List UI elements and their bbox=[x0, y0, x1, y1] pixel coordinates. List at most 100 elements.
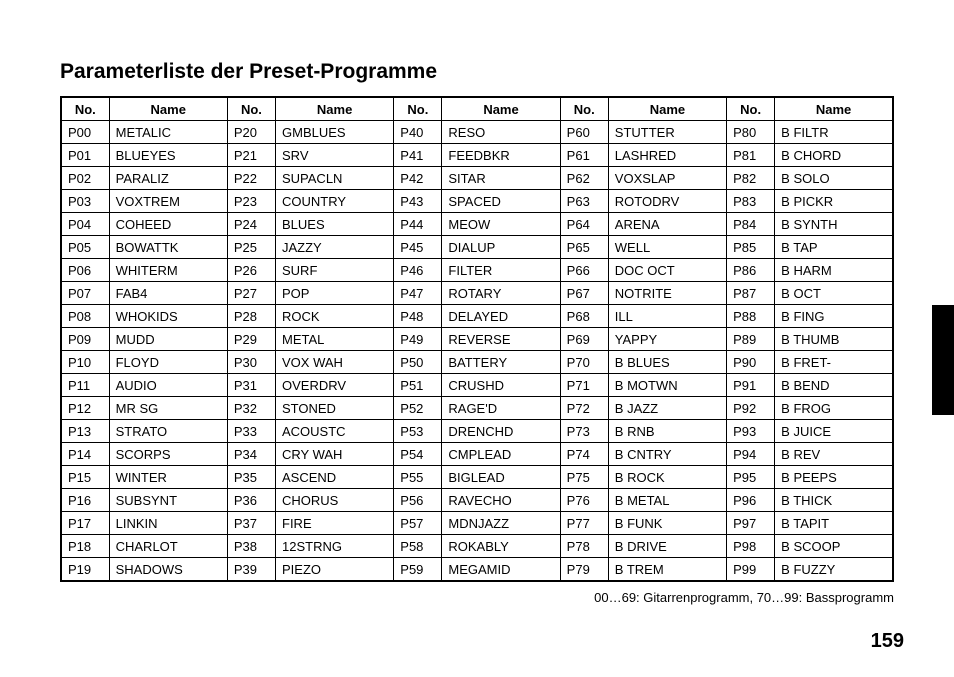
cell-name: B SCOOP bbox=[775, 535, 893, 558]
cell-no: P48 bbox=[394, 305, 442, 328]
cell-no: P18 bbox=[61, 535, 109, 558]
cell-name: 12STRNG bbox=[276, 535, 394, 558]
cell-name: VOXTREM bbox=[109, 190, 227, 213]
cell-no: P98 bbox=[727, 535, 775, 558]
cell-no: P11 bbox=[61, 374, 109, 397]
cell-name: WELL bbox=[608, 236, 726, 259]
cell-name: B JUICE bbox=[775, 420, 893, 443]
table-row: P12MR SGP32STONEDP52RAGE'DP72B JAZZP92B … bbox=[61, 397, 893, 420]
cell-name: MR SG bbox=[109, 397, 227, 420]
table-row: P16SUBSYNTP36CHORUSP56RAVECHOP76B METALP… bbox=[61, 489, 893, 512]
col-header-no: No. bbox=[227, 97, 275, 121]
cell-no: P62 bbox=[560, 167, 608, 190]
cell-name: B TAPIT bbox=[775, 512, 893, 535]
side-tab bbox=[932, 305, 954, 415]
col-header-name: Name bbox=[608, 97, 726, 121]
cell-no: P26 bbox=[227, 259, 275, 282]
cell-no: P95 bbox=[727, 466, 775, 489]
cell-name: B JAZZ bbox=[608, 397, 726, 420]
cell-no: P23 bbox=[227, 190, 275, 213]
cell-no: P70 bbox=[560, 351, 608, 374]
cell-name: FLOYD bbox=[109, 351, 227, 374]
cell-no: P40 bbox=[394, 121, 442, 144]
cell-no: P66 bbox=[560, 259, 608, 282]
cell-no: P30 bbox=[227, 351, 275, 374]
cell-no: P86 bbox=[727, 259, 775, 282]
cell-no: P03 bbox=[61, 190, 109, 213]
cell-name: CRY WAH bbox=[276, 443, 394, 466]
cell-no: P32 bbox=[227, 397, 275, 420]
cell-no: P02 bbox=[61, 167, 109, 190]
section-title: Parameterliste der Preset-Programme bbox=[60, 60, 894, 84]
cell-name: GMBLUES bbox=[276, 121, 394, 144]
cell-no: P14 bbox=[61, 443, 109, 466]
cell-no: P28 bbox=[227, 305, 275, 328]
cell-name: VOX WAH bbox=[276, 351, 394, 374]
cell-no: P80 bbox=[727, 121, 775, 144]
cell-name: SRV bbox=[276, 144, 394, 167]
preset-table-body: P00METALICP20GMBLUESP40RESOP60STUTTERP80… bbox=[61, 121, 893, 582]
cell-name: ROCK bbox=[276, 305, 394, 328]
cell-no: P75 bbox=[560, 466, 608, 489]
cell-name: CRUSHD bbox=[442, 374, 560, 397]
table-row: P05BOWATTKP25JAZZYP45DIALUPP65WELLP85B T… bbox=[61, 236, 893, 259]
col-header-name: Name bbox=[109, 97, 227, 121]
col-header-no: No. bbox=[61, 97, 109, 121]
cell-no: P01 bbox=[61, 144, 109, 167]
cell-name: SITAR bbox=[442, 167, 560, 190]
cell-no: P63 bbox=[560, 190, 608, 213]
cell-no: P36 bbox=[227, 489, 275, 512]
cell-name: SCORPS bbox=[109, 443, 227, 466]
cell-name: SUPACLN bbox=[276, 167, 394, 190]
cell-no: P67 bbox=[560, 282, 608, 305]
table-row: P07FAB4P27POPP47ROTARYP67NOTRITEP87B OCT bbox=[61, 282, 893, 305]
cell-no: P13 bbox=[61, 420, 109, 443]
cell-name: B BEND bbox=[775, 374, 893, 397]
col-header-no: No. bbox=[394, 97, 442, 121]
cell-name: FAB4 bbox=[109, 282, 227, 305]
cell-no: P25 bbox=[227, 236, 275, 259]
cell-no: P06 bbox=[61, 259, 109, 282]
cell-name: B CNTRY bbox=[608, 443, 726, 466]
cell-no: P35 bbox=[227, 466, 275, 489]
cell-no: P49 bbox=[394, 328, 442, 351]
page-number: 159 bbox=[871, 630, 904, 653]
cell-name: FEEDBKR bbox=[442, 144, 560, 167]
cell-no: P04 bbox=[61, 213, 109, 236]
cell-name: ACOUSTC bbox=[276, 420, 394, 443]
cell-no: P08 bbox=[61, 305, 109, 328]
table-row: P08WHOKIDSP28ROCKP48DELAYEDP68ILLP88B FI… bbox=[61, 305, 893, 328]
cell-name: STUTTER bbox=[608, 121, 726, 144]
cell-name: CHORUS bbox=[276, 489, 394, 512]
cell-no: P58 bbox=[394, 535, 442, 558]
cell-name: B ROCK bbox=[608, 466, 726, 489]
cell-name: LINKIN bbox=[109, 512, 227, 535]
cell-name: WINTER bbox=[109, 466, 227, 489]
cell-no: P77 bbox=[560, 512, 608, 535]
cell-name: B HARM bbox=[775, 259, 893, 282]
cell-name: B TAP bbox=[775, 236, 893, 259]
cell-name: B OCT bbox=[775, 282, 893, 305]
cell-name: B FUZZY bbox=[775, 558, 893, 582]
col-header-name: Name bbox=[276, 97, 394, 121]
cell-no: P37 bbox=[227, 512, 275, 535]
cell-name: B FUNK bbox=[608, 512, 726, 535]
cell-name: B MOTWN bbox=[608, 374, 726, 397]
cell-no: P33 bbox=[227, 420, 275, 443]
cell-name: VOXSLAP bbox=[608, 167, 726, 190]
cell-no: P52 bbox=[394, 397, 442, 420]
cell-no: P17 bbox=[61, 512, 109, 535]
cell-name: B THUMB bbox=[775, 328, 893, 351]
preset-table: No.NameNo.NameNo.NameNo.NameNo.Name P00M… bbox=[60, 96, 894, 582]
cell-no: P09 bbox=[61, 328, 109, 351]
cell-no: P55 bbox=[394, 466, 442, 489]
cell-name: RAVECHO bbox=[442, 489, 560, 512]
page: Parameterliste der Preset-Programme No.N… bbox=[0, 0, 954, 677]
cell-name: B METAL bbox=[608, 489, 726, 512]
cell-name: COUNTRY bbox=[276, 190, 394, 213]
cell-name: MEGAMID bbox=[442, 558, 560, 582]
cell-no: P12 bbox=[61, 397, 109, 420]
table-row: P00METALICP20GMBLUESP40RESOP60STUTTERP80… bbox=[61, 121, 893, 144]
cell-name: B RNB bbox=[608, 420, 726, 443]
cell-no: P76 bbox=[560, 489, 608, 512]
